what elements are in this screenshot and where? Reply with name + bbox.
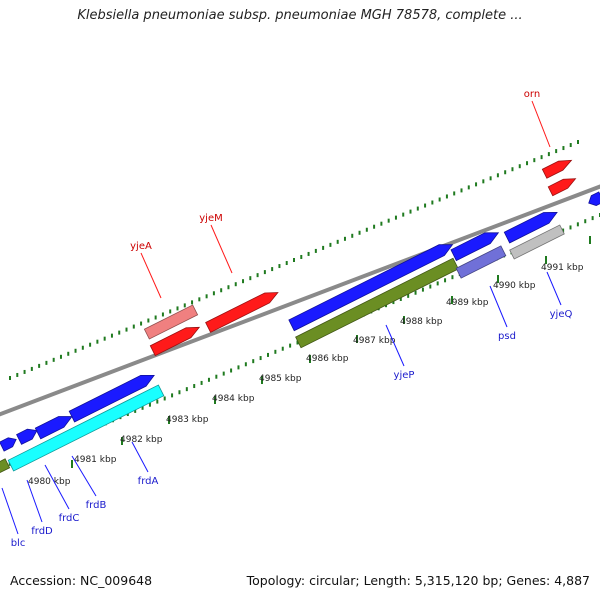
kbp-label: 4984 kbp bbox=[212, 394, 255, 404]
gene-leader-line bbox=[531, 100, 551, 148]
kbp-label: 4982 kbp bbox=[120, 435, 163, 445]
accession-text: Accession: NC_009648 bbox=[10, 573, 153, 588]
gene-arrow[interactable] bbox=[586, 191, 600, 208]
gene-label-frdA[interactable]: frdA bbox=[138, 476, 159, 487]
gene-label-frdD[interactable]: frdD bbox=[31, 526, 53, 537]
gene-leader-line bbox=[140, 252, 162, 299]
genome-backbone bbox=[0, 184, 600, 417]
gene-arrow[interactable] bbox=[503, 207, 559, 244]
gene-leader-line bbox=[44, 464, 70, 510]
gene-label-yjeM[interactable]: yjeM bbox=[199, 213, 222, 224]
gene-label-yjeA[interactable]: yjeA bbox=[130, 241, 152, 252]
kbp-label: 4986 kbp bbox=[306, 354, 349, 364]
gene-psd-arrow[interactable] bbox=[455, 245, 507, 279]
kbp-label: 4989 kbp bbox=[446, 298, 489, 308]
gene-label-frdB[interactable]: frdB bbox=[86, 500, 107, 511]
kbp-label: 4985 kbp bbox=[259, 374, 302, 384]
gene-label-orn[interactable]: orn bbox=[524, 89, 540, 100]
gene-frdD-arrow[interactable] bbox=[16, 426, 40, 445]
gene-arrow[interactable] bbox=[450, 227, 501, 262]
kbp-label: 4991 kbp bbox=[541, 263, 584, 273]
gene-leader-line bbox=[131, 441, 149, 473]
gene-arrow[interactable] bbox=[0, 458, 11, 474]
gene-arrow[interactable] bbox=[547, 174, 578, 197]
gene-yjeA-arrow[interactable] bbox=[143, 304, 199, 340]
kbp-label: 4980 kbp bbox=[28, 477, 71, 487]
gene-leader-line bbox=[210, 224, 233, 274]
gene-label-frdC[interactable]: frdC bbox=[59, 513, 80, 524]
gene-yjeQ-arrow[interactable] bbox=[509, 224, 565, 260]
gene-label-psd[interactable]: psd bbox=[498, 331, 516, 342]
gene-label-yjeP[interactable]: yjeP bbox=[394, 370, 415, 381]
gene-orn-arrow[interactable] bbox=[541, 156, 573, 179]
gene-yjeM-arrow[interactable] bbox=[205, 288, 281, 333]
gene-leader-line bbox=[385, 324, 405, 367]
gene-arrow[interactable] bbox=[288, 239, 455, 332]
gene-leader-line bbox=[489, 285, 508, 328]
gene-label-yjeQ[interactable]: yjeQ bbox=[550, 309, 573, 320]
kbp-label: 4987 kbp bbox=[353, 336, 396, 346]
gene-leader-line bbox=[26, 479, 43, 523]
gene-label-blc[interactable]: blc bbox=[11, 538, 26, 549]
gene-leader-line bbox=[1, 487, 19, 535]
genome-summary-text: Topology: circular; Length: 5,315,120 bp… bbox=[246, 573, 590, 588]
gene-frdA-arrow[interactable] bbox=[7, 384, 165, 472]
map-title: Klebsiella pneumoniae subsp. pneumoniae … bbox=[77, 8, 523, 23]
kbp-label: 4983 kbp bbox=[166, 415, 209, 425]
gene-leader-line bbox=[546, 271, 562, 306]
gene-leader-line bbox=[71, 455, 97, 497]
gene-frdC-arrow[interactable] bbox=[34, 411, 74, 440]
kbp-label: 4981 kbp bbox=[74, 455, 117, 465]
kbp-label: 4990 kbp bbox=[493, 281, 536, 291]
gene-frdB-arrow[interactable] bbox=[68, 370, 157, 423]
kbp-label: 4988 kbp bbox=[400, 317, 443, 327]
gene-blc-arrow[interactable] bbox=[0, 435, 18, 452]
gene-arrow[interactable] bbox=[149, 322, 201, 357]
